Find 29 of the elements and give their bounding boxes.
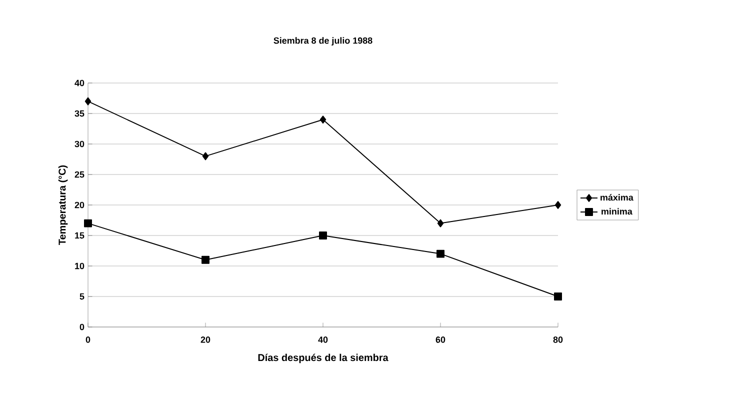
y-axis-title: Temperatura (°C) (58, 165, 68, 245)
point (84, 219, 92, 228)
point (554, 292, 562, 300)
y-tick-label: 0 (80, 324, 84, 330)
x-tick-label: 40 (318, 336, 328, 343)
legend-label: máxima (600, 194, 634, 201)
x-tick-label: 80 (553, 336, 563, 343)
point (202, 152, 209, 160)
point (436, 250, 444, 258)
chart-title: Siembra 8 de julio 1988 (274, 37, 372, 46)
point (319, 232, 327, 240)
x-tick-label: 20 (200, 336, 210, 343)
point (554, 201, 562, 209)
point (202, 256, 210, 264)
y-tick-label: 20 (74, 202, 84, 208)
y-tick-label: 10 (75, 262, 84, 270)
y-tick-label: 35 (74, 110, 84, 117)
point (320, 116, 326, 124)
x-tick-label: 0 (86, 336, 90, 343)
y-tick-label: 5 (80, 293, 84, 300)
point (437, 219, 444, 228)
x-tick-label: 60 (436, 336, 446, 343)
y-tick-label: 25 (74, 171, 84, 178)
y-tick-label: 40 (74, 80, 84, 86)
y-tick-label: 30 (74, 140, 84, 148)
point (84, 97, 92, 106)
x-axis-title: Días después de la siembra (258, 354, 388, 364)
y-tick-label: 15 (75, 232, 84, 239)
legend-label: minima (602, 208, 632, 215)
